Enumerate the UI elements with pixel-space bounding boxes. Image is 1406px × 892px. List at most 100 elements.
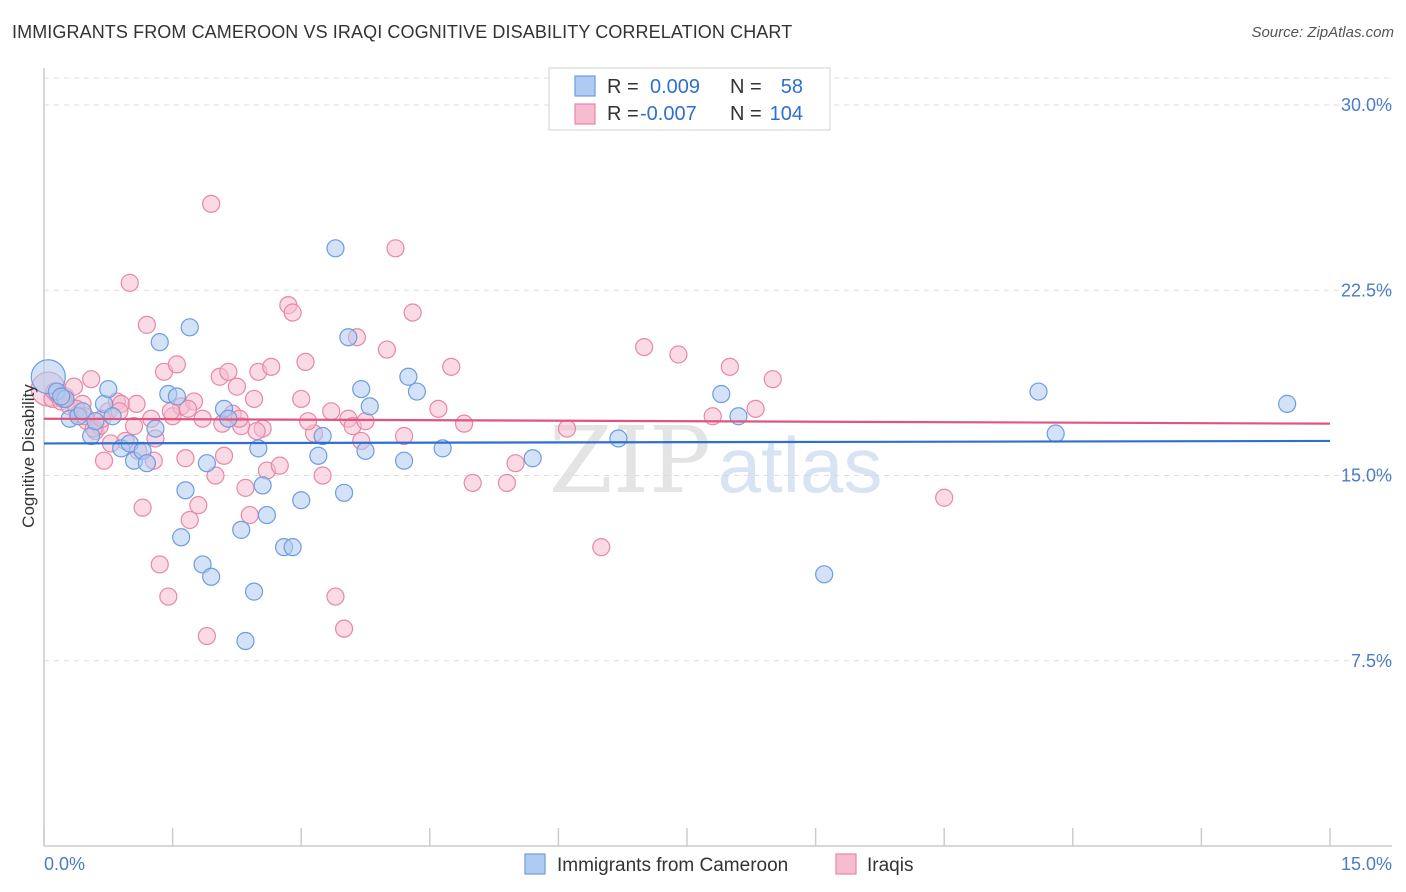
point-iraqis bbox=[82, 370, 101, 389]
point-iraqis bbox=[133, 498, 152, 517]
point-iraqis bbox=[763, 370, 782, 389]
series-cameroon-points bbox=[30, 239, 1297, 651]
point-iraqis bbox=[189, 496, 208, 515]
point-iraqis bbox=[127, 394, 146, 413]
point-iraqis bbox=[247, 421, 266, 441]
legend-n-value-iraqis: 104 bbox=[770, 103, 803, 125]
point-cameroon bbox=[193, 555, 212, 574]
point-cameroon bbox=[313, 426, 332, 446]
point-iraqis bbox=[197, 626, 216, 646]
y-tick-label: 22.5% bbox=[1341, 280, 1392, 300]
point-iraqis bbox=[403, 303, 422, 322]
point-cameroon bbox=[292, 491, 311, 510]
point-iraqis bbox=[270, 456, 289, 475]
axes bbox=[43, 68, 1392, 847]
bottom-legend-label-cameroon: Immigrants from Cameroon bbox=[557, 855, 788, 876]
point-cameroon bbox=[52, 387, 71, 406]
point-iraqis bbox=[292, 389, 311, 409]
point-iraqis bbox=[386, 239, 405, 258]
point-cameroon bbox=[146, 419, 165, 438]
point-cameroon bbox=[197, 454, 216, 473]
legend-n-value-cameroon: 58 bbox=[781, 76, 803, 98]
point-iraqis bbox=[442, 357, 461, 376]
point-iraqis bbox=[322, 402, 341, 421]
point-cameroon bbox=[1278, 394, 1297, 413]
point-iraqis bbox=[214, 446, 234, 465]
legend-r-label-cameroon: R = bbox=[607, 76, 639, 98]
point-cameroon bbox=[167, 387, 186, 406]
x-tick-label-min: 0.0% bbox=[44, 854, 85, 874]
bottom-legend-swatch-iraqis bbox=[835, 853, 857, 875]
y-tick-label: 7.5% bbox=[1351, 651, 1392, 671]
point-iraqis bbox=[124, 417, 144, 436]
point-iraqis bbox=[167, 355, 186, 374]
legend-box: R = 0.009 N = 58 R = -0.007 N = 104 bbox=[548, 67, 831, 131]
point-iraqis bbox=[206, 466, 225, 485]
bottom-legend-swatch-cameroon bbox=[524, 853, 546, 875]
trend-line-iraqis bbox=[43, 417, 1331, 425]
point-cameroon bbox=[360, 397, 379, 416]
point-cameroon bbox=[202, 567, 221, 586]
point-cameroon bbox=[137, 454, 156, 473]
point-cameroon bbox=[399, 367, 418, 386]
trend-lines bbox=[43, 417, 1331, 445]
point-cameroon bbox=[394, 451, 414, 470]
y-tick-label: 15.0% bbox=[1341, 466, 1392, 486]
point-cameroon bbox=[172, 528, 191, 547]
point-iraqis bbox=[178, 399, 198, 418]
point-iraqis bbox=[746, 399, 765, 418]
point-cameroon bbox=[86, 412, 105, 431]
point-cameroon bbox=[1029, 382, 1048, 401]
point-iraqis bbox=[64, 377, 84, 396]
point-iraqis bbox=[506, 454, 525, 473]
point-iraqis bbox=[296, 352, 315, 372]
point-cameroon bbox=[356, 441, 375, 460]
watermark: ZIP atlas bbox=[549, 407, 882, 514]
point-cameroon bbox=[99, 379, 118, 399]
legend-r-value-cameroon: 0.009 bbox=[650, 76, 700, 98]
point-cameroon bbox=[253, 476, 272, 495]
point-cameroon bbox=[244, 582, 264, 601]
point-iraqis bbox=[635, 337, 654, 357]
point-iraqis bbox=[298, 412, 318, 431]
point-cameroon bbox=[232, 520, 251, 539]
point-cameroon bbox=[433, 439, 452, 458]
point-iraqis bbox=[334, 619, 354, 638]
bottom-legend-label-iraqis: Iraqis bbox=[867, 855, 913, 876]
legend-swatch-cameroon bbox=[574, 75, 596, 97]
x-ticks bbox=[43, 828, 1331, 846]
point-iraqis bbox=[377, 340, 397, 359]
point-iraqis bbox=[394, 426, 414, 446]
y-tick-labels: 7.5% 15.0% 22.5% 30.0% bbox=[1341, 95, 1392, 671]
legend-frame bbox=[548, 67, 831, 131]
point-iraqis bbox=[150, 555, 169, 574]
point-iraqis bbox=[497, 473, 517, 493]
point-iraqis bbox=[429, 399, 448, 418]
point-iraqis bbox=[137, 315, 156, 334]
point-iraqis bbox=[236, 478, 255, 497]
grid-lines bbox=[44, 77, 1392, 662]
x-tick-label-max: 15.0% bbox=[1341, 854, 1392, 874]
point-iraqis bbox=[159, 587, 178, 606]
point-cameroon bbox=[176, 481, 195, 500]
point-iraqis bbox=[244, 389, 264, 409]
point-iraqis bbox=[176, 449, 195, 468]
y-tick-label: 30.0% bbox=[1341, 95, 1392, 115]
point-iraqis bbox=[283, 303, 302, 322]
point-iraqis bbox=[592, 538, 611, 557]
point-iraqis bbox=[227, 377, 246, 396]
point-cameroon bbox=[609, 429, 628, 448]
point-cameroon bbox=[339, 328, 358, 347]
trend-line-cameroon bbox=[43, 439, 1331, 445]
chart-title: IMMIGRANTS FROM CAMEROON VS IRAQI COGNIT… bbox=[12, 22, 793, 42]
point-cameroon bbox=[309, 446, 328, 465]
watermark-zip: ZIP bbox=[549, 407, 711, 514]
legend-swatch-iraqis bbox=[574, 103, 596, 125]
point-cameroon bbox=[523, 449, 542, 468]
legend-r-value-iraqis: -0.007 bbox=[640, 103, 697, 125]
point-iraqis bbox=[454, 414, 474, 433]
point-iraqis bbox=[720, 357, 739, 376]
y-axis-label: Cognitive Disability bbox=[19, 384, 38, 528]
point-cameroon bbox=[334, 483, 354, 502]
